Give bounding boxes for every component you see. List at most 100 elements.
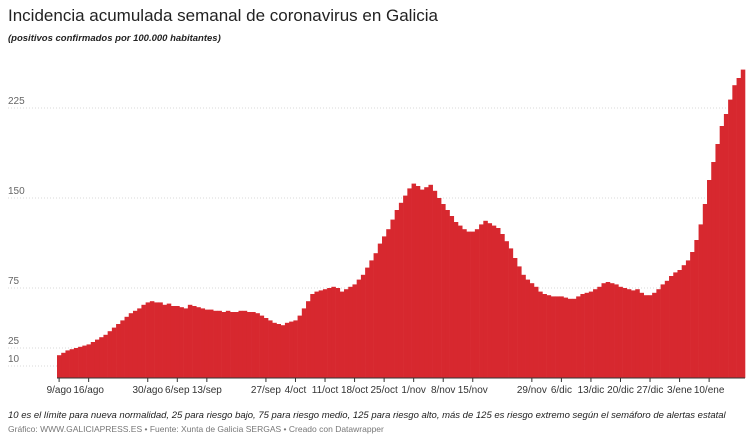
bar <box>419 189 425 378</box>
bar <box>94 339 100 378</box>
x-tick-label: 8/nov <box>431 385 455 396</box>
bar <box>517 266 522 378</box>
bar <box>339 291 345 378</box>
bar <box>601 283 607 378</box>
bar <box>217 310 222 378</box>
bar <box>255 313 260 378</box>
bar <box>99 337 104 378</box>
x-tick-label: 13/sep <box>192 385 222 396</box>
bar <box>546 295 552 378</box>
x-tick-label: 16/ago <box>73 385 104 396</box>
bar <box>563 297 569 378</box>
bar <box>656 289 661 378</box>
bar <box>559 296 564 378</box>
bar <box>154 302 159 378</box>
bar <box>483 220 488 378</box>
bar <box>487 223 493 378</box>
bar <box>183 308 189 378</box>
bar <box>631 290 636 378</box>
bar <box>107 331 113 378</box>
bar <box>322 289 328 378</box>
chart-note: 10 es el límite para nueva normalidad, 2… <box>8 410 727 421</box>
bar <box>719 126 725 378</box>
bar <box>225 310 231 378</box>
bar <box>348 286 353 378</box>
bar <box>576 296 581 378</box>
bar <box>137 308 142 378</box>
bar <box>344 289 349 378</box>
bar <box>162 304 168 378</box>
bar <box>457 225 463 378</box>
bar <box>69 349 75 378</box>
bar <box>529 283 535 378</box>
bar <box>90 342 96 378</box>
bar <box>441 204 446 378</box>
x-tick-label: 29/nov <box>517 385 547 396</box>
bar <box>533 286 539 378</box>
bar <box>491 225 497 378</box>
bar <box>432 190 438 378</box>
bar <box>124 316 130 378</box>
bar <box>394 210 400 378</box>
bar <box>622 288 628 378</box>
bar <box>445 210 450 378</box>
bar <box>221 312 227 378</box>
bar <box>116 324 121 378</box>
bar <box>614 284 619 378</box>
bar <box>411 183 417 378</box>
bar <box>525 279 531 378</box>
bar <box>284 322 290 378</box>
bar <box>390 219 395 378</box>
y-tick-label: 75 <box>8 276 20 287</box>
bar <box>424 187 429 378</box>
bar <box>170 306 176 378</box>
bar <box>103 334 108 378</box>
bar <box>652 292 657 378</box>
bar <box>542 294 547 378</box>
bar <box>204 309 210 378</box>
bar <box>360 274 366 378</box>
bar <box>660 284 666 378</box>
bar <box>335 288 341 378</box>
bar <box>386 229 391 378</box>
bar <box>470 231 476 378</box>
chart-title: Incidencia acumulada semanal de coronavi… <box>8 6 439 25</box>
x-tick-label: 6/dic <box>551 385 572 396</box>
bar <box>318 290 324 378</box>
bar <box>584 292 590 378</box>
bar <box>86 344 92 378</box>
bar <box>673 272 678 378</box>
bar <box>289 321 294 378</box>
bar <box>567 298 573 378</box>
bar <box>373 253 379 378</box>
x-tick-label: 11/oct <box>312 385 339 396</box>
bar <box>462 229 467 378</box>
bar <box>158 302 163 378</box>
bar <box>272 322 277 378</box>
bar <box>732 85 737 378</box>
bar <box>120 320 125 378</box>
bar <box>73 348 79 378</box>
bar <box>407 188 412 378</box>
bar <box>65 350 70 378</box>
bar <box>132 310 138 378</box>
bar <box>685 260 691 378</box>
bar <box>179 307 184 378</box>
x-tick-label: 18/oct <box>341 385 368 396</box>
bar <box>251 312 256 378</box>
x-tick-label: 20/dic <box>607 385 634 396</box>
bar <box>707 180 712 378</box>
bar <box>677 270 682 378</box>
x-tick-label: 25/oct <box>370 385 397 396</box>
bar <box>500 234 505 378</box>
bar <box>609 283 615 378</box>
bar <box>259 315 265 378</box>
bar <box>538 291 543 378</box>
x-tick-label: 10/ene <box>694 385 725 396</box>
bar <box>715 144 720 378</box>
bar <box>356 279 362 378</box>
bar <box>145 302 151 378</box>
bar <box>694 240 699 378</box>
bar <box>681 265 687 378</box>
